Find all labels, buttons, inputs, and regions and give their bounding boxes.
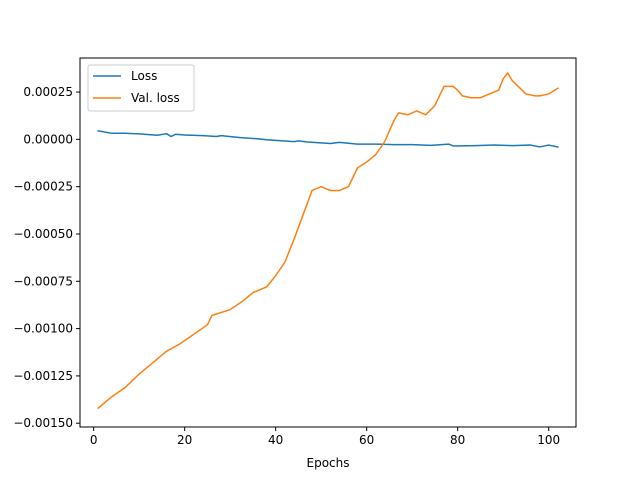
x-tick-label: 60 bbox=[359, 433, 374, 447]
series-line-val-loss bbox=[97, 72, 559, 410]
y-tick-label: −0.00150 bbox=[13, 416, 73, 430]
y-tick-label: 0.00000 bbox=[23, 132, 73, 146]
y-tick-label: −0.00025 bbox=[13, 180, 73, 194]
x-axis: 0 20 40 60 80 100 bbox=[90, 427, 560, 447]
series-line-loss bbox=[97, 129, 559, 148]
y-tick-label: −0.00100 bbox=[13, 322, 73, 336]
x-axis-label: Epochs bbox=[307, 456, 350, 470]
series-layer bbox=[97, 72, 559, 410]
y-tick-label: −0.00125 bbox=[13, 369, 73, 383]
y-tick-label: 0.00025 bbox=[23, 85, 73, 99]
x-tick-label: 0 bbox=[90, 433, 98, 447]
plot-frame bbox=[79, 57, 577, 428]
x-tick-label: 100 bbox=[537, 433, 560, 447]
y-tick-label: −0.00050 bbox=[13, 227, 73, 241]
legend: Loss Val. loss bbox=[87, 64, 195, 112]
legend-label: Loss bbox=[131, 69, 157, 83]
x-tick-label: 40 bbox=[268, 433, 283, 447]
y-tick-label: −0.00075 bbox=[13, 274, 73, 288]
y-axis: −0.00150 −0.00125 −0.00100 −0.00075 −0.00050… bbox=[13, 85, 80, 430]
x-tick-label: 80 bbox=[450, 433, 465, 447]
legend-label: Val. loss bbox=[131, 91, 180, 105]
x-tick-label: 20 bbox=[177, 433, 192, 447]
